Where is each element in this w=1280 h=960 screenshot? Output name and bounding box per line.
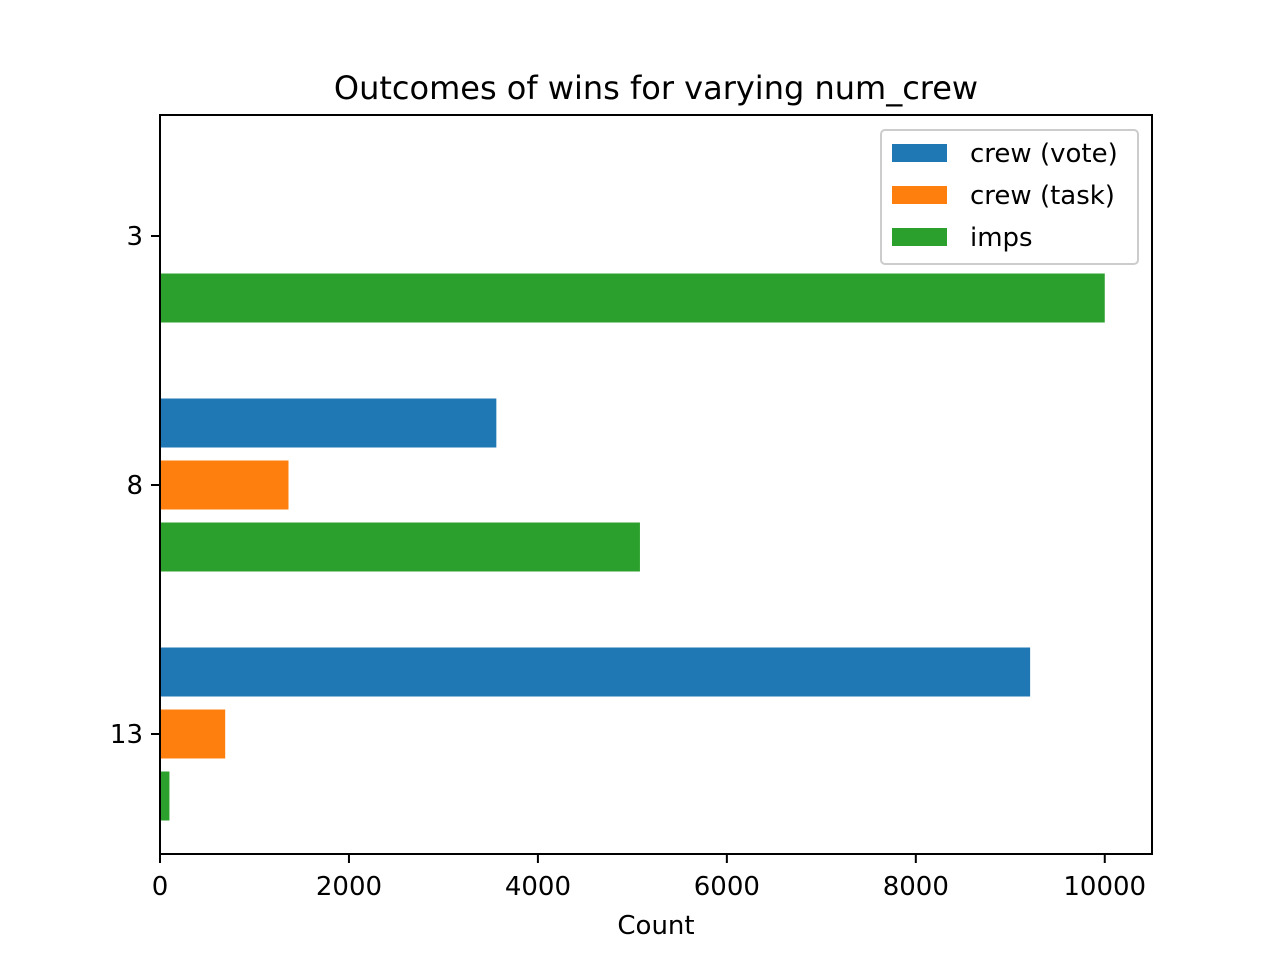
x-tick-label: 2000 [316, 872, 382, 902]
legend: crew (vote) crew (task) imps [880, 129, 1139, 265]
legend-swatch [892, 228, 947, 246]
legend-label: crew (task) [970, 181, 1115, 211]
bar-imps-8 [160, 522, 640, 572]
legend-swatch [892, 186, 947, 204]
chart-title: Outcomes of wins for varying num_crew [334, 69, 978, 107]
x-tick-label: 6000 [694, 872, 760, 902]
y-tick-label: 13 [110, 720, 143, 750]
legend-label: imps [970, 223, 1033, 253]
legend-swatch [892, 144, 947, 162]
legend-label: crew (vote) [970, 139, 1118, 169]
x-tick-label: 8000 [883, 872, 949, 902]
y-tick-label: 8 [126, 471, 143, 501]
y-axis-ticks: 3 8 13 [110, 222, 160, 750]
x-tick-label: 0 [152, 872, 169, 902]
bar-imps-13 [160, 771, 170, 821]
bar-crew-vote-8 [160, 398, 497, 448]
bar-crew-task-13 [160, 709, 226, 759]
x-axis-ticks: 0 2000 4000 6000 8000 10000 [152, 854, 1146, 902]
bars-group [160, 273, 1105, 821]
bar-crew-vote-13 [160, 647, 1031, 697]
plot-frame [159, 114, 1153, 855]
bar-crew-task-8 [160, 460, 289, 510]
bar-imps-3 [160, 273, 1105, 323]
y-tick-label: 3 [126, 222, 143, 252]
x-tick-label: 10000 [1063, 872, 1146, 902]
x-tick-label: 4000 [505, 872, 571, 902]
x-axis-label: Count [617, 911, 694, 941]
